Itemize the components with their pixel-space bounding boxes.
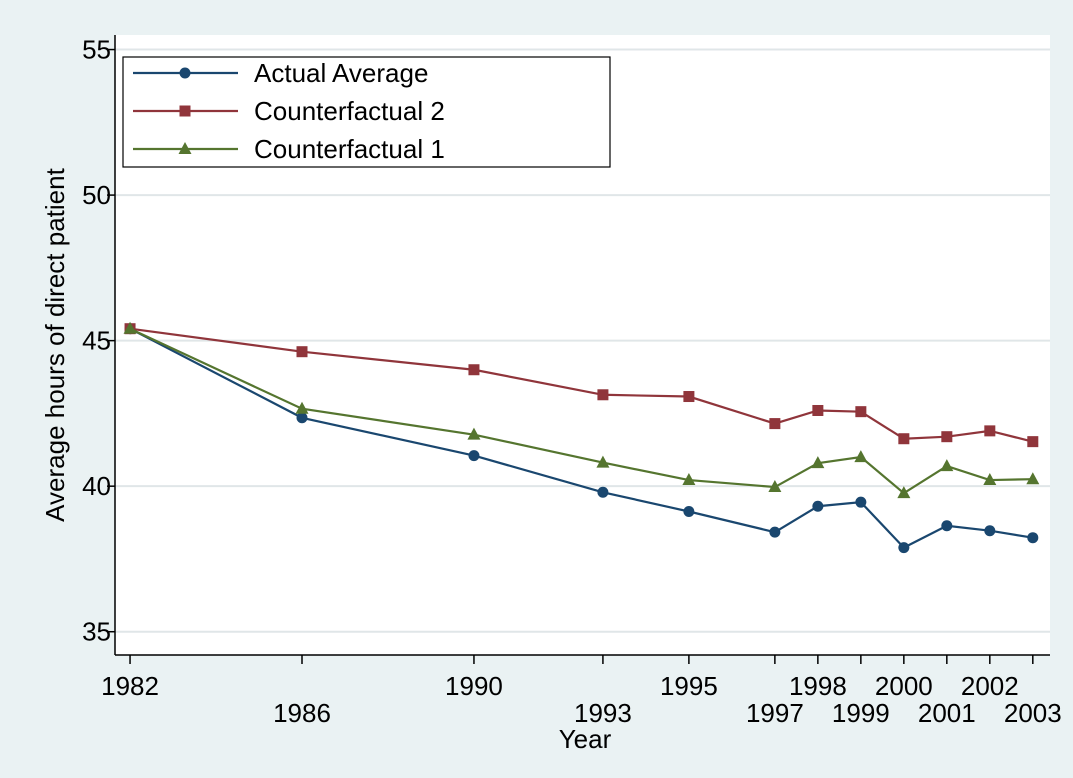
series-line (129, 327, 1034, 443)
x-tick-label: 2000 (875, 671, 933, 701)
legend-label: Actual Average (254, 58, 428, 88)
x-tick-label: 1998 (789, 671, 847, 701)
marker (769, 526, 781, 538)
marker (855, 406, 867, 418)
marker (296, 412, 308, 424)
marker (940, 459, 954, 472)
series-line (129, 327, 1033, 495)
marker (683, 391, 695, 403)
x-axis-label: Year (559, 724, 612, 754)
legend: Actual Average Counterfactual 2 Counterfac… (122, 56, 611, 168)
marker (984, 425, 996, 437)
marker (683, 505, 695, 517)
marker (897, 486, 911, 499)
x-tick-label: 2001 (918, 698, 976, 728)
marker (769, 418, 781, 430)
marker (468, 450, 480, 462)
marker (984, 525, 996, 537)
marker (812, 404, 824, 416)
y-tick-label: 35 (82, 617, 111, 647)
legend-marker (179, 67, 191, 79)
marker (898, 433, 910, 445)
marker (1027, 532, 1039, 544)
x-tick-label: 1995 (660, 671, 718, 701)
x-tick-label: 1990 (445, 671, 503, 701)
x-tick-label: 2003 (1004, 698, 1062, 728)
marker (812, 500, 824, 512)
marker (811, 456, 825, 469)
marker (983, 473, 997, 486)
y-tick-label: 55 (82, 35, 111, 65)
legend-marker (178, 142, 192, 154)
marker (597, 486, 609, 498)
marker (1026, 472, 1040, 485)
legend-marker (179, 105, 191, 117)
y-tick-label: 40 (82, 471, 111, 501)
marker (682, 473, 696, 486)
x-tick-label: 1999 (832, 698, 890, 728)
marker (596, 455, 610, 468)
marker (768, 480, 782, 493)
marker (1027, 436, 1039, 448)
marker (296, 346, 308, 358)
y-tick-label: 45 (82, 326, 111, 356)
y-tick-label: 50 (82, 180, 111, 210)
x-tick-label: 1982 (101, 671, 159, 701)
marker (467, 427, 481, 440)
marker (295, 401, 309, 414)
x-tick-label: 2002 (961, 671, 1019, 701)
marker (854, 450, 868, 463)
marker (898, 542, 910, 554)
x-tick-label: 1986 (273, 698, 331, 728)
x-tick-label: 1993 (574, 698, 632, 728)
series-line (129, 327, 1033, 549)
x-tick-label: 1997 (746, 698, 804, 728)
marker (855, 496, 867, 508)
marker (597, 389, 609, 401)
marker (941, 520, 953, 532)
legend-label: Counterfactual 1 (254, 134, 445, 164)
legend-label: Counterfactual 2 (254, 96, 445, 126)
marker (468, 364, 480, 376)
y-axis-label: Average hours of direct patient (40, 167, 70, 521)
marker (123, 321, 137, 334)
marker (941, 431, 953, 443)
